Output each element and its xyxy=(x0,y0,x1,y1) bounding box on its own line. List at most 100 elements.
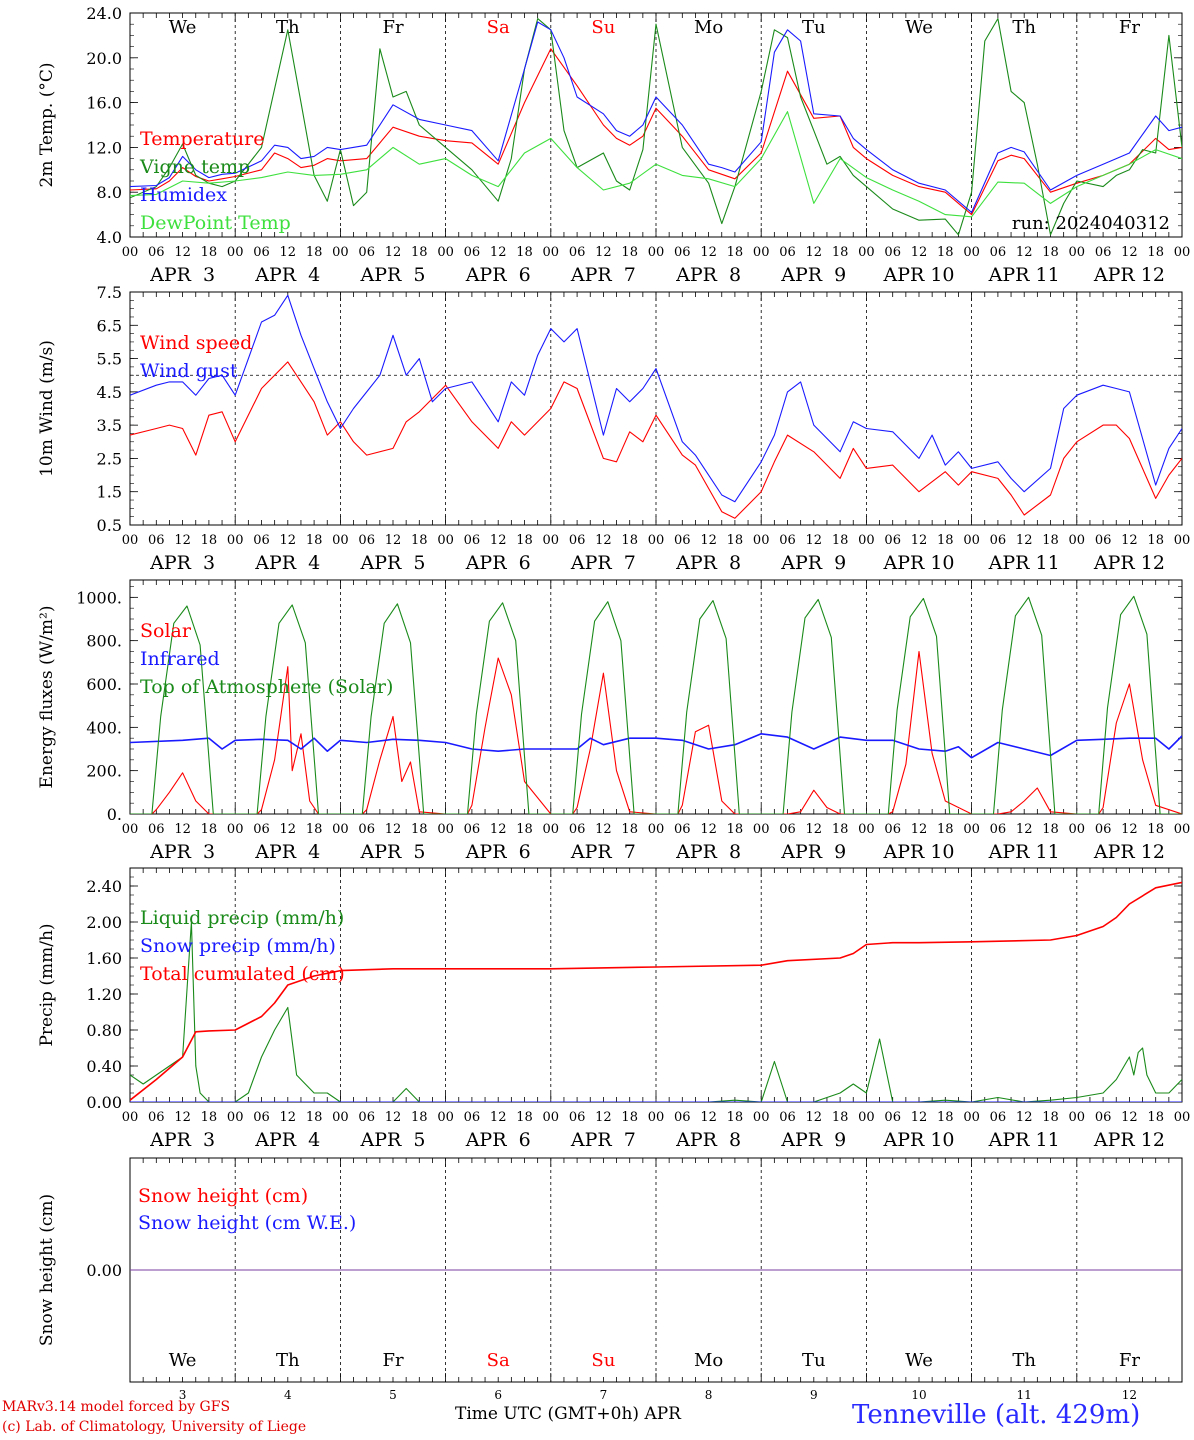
hour-tick-label: 06 xyxy=(358,822,375,837)
series-group xyxy=(130,294,1182,519)
hour-tick-label: 18 xyxy=(516,1110,533,1125)
hour-tick-label: 06 xyxy=(358,533,375,548)
hour-tick-label: 06 xyxy=(990,1110,1007,1125)
hour-tick-label: 18 xyxy=(1147,245,1164,260)
hour-tick-label: 18 xyxy=(411,533,428,548)
y-axis-label: 10m Wind (m/s) xyxy=(37,340,57,477)
hour-tick-label: 18 xyxy=(832,1110,849,1125)
hour-tick-label: 18 xyxy=(201,533,218,548)
hour-tick-label: 06 xyxy=(569,533,586,548)
hour-tick-label: 12 xyxy=(911,1110,928,1125)
day-label: APR 4 xyxy=(254,1129,320,1151)
hour-tick-label: 06 xyxy=(990,245,1007,260)
hour-tick-label: 06 xyxy=(884,822,901,837)
y-tick-label: 2.40 xyxy=(86,877,122,896)
day-label: APR 7 xyxy=(570,264,636,286)
legend-entry: Wind speed xyxy=(140,332,252,354)
hour-tick-label: 18 xyxy=(937,245,954,260)
hour-tick-label: 12 xyxy=(490,533,507,548)
hour-tick-label: 12 xyxy=(700,1110,717,1125)
y-tick-label: 24.0 xyxy=(86,4,122,23)
hour-tick-label: 18 xyxy=(1147,533,1164,548)
hour-tick-label: 00 xyxy=(963,822,980,837)
day-label: APR 11 xyxy=(988,841,1060,863)
hour-tick-label: 00 xyxy=(227,533,244,548)
weekday-label: Sa xyxy=(487,1350,510,1371)
day-label: APR 3 xyxy=(149,264,215,286)
hour-tick-label: 06 xyxy=(569,822,586,837)
hour-tick-label: 00 xyxy=(122,822,139,837)
hour-tick-label: 18 xyxy=(832,533,849,548)
weekday-label: Su xyxy=(591,17,615,38)
y-tick-label: 800. xyxy=(86,632,122,651)
hour-tick-label: 12 xyxy=(1121,822,1138,837)
hour-tick-label: 18 xyxy=(1147,822,1164,837)
day-label: APR 9 xyxy=(780,264,846,286)
hour-tick-label: 00 xyxy=(227,1110,244,1125)
hour-tick-label: 12 xyxy=(595,822,612,837)
hour-tick-label: 06 xyxy=(990,533,1007,548)
hour-tick-label: 06 xyxy=(884,245,901,260)
hour-tick-label: 18 xyxy=(1042,245,1059,260)
hour-tick-label: 06 xyxy=(148,245,165,260)
day-label: APR 3 xyxy=(149,1129,215,1151)
weekday-label: Th xyxy=(276,1350,300,1371)
series-group xyxy=(130,881,1182,1102)
hour-tick-label: 00 xyxy=(543,245,560,260)
hour-tick-label: 00 xyxy=(437,822,454,837)
day-number-label: 10 xyxy=(911,1388,926,1402)
legend-entry: Infrared xyxy=(140,648,220,670)
hour-tick-label: 06 xyxy=(779,245,796,260)
y-tick-label: 0.5 xyxy=(97,516,122,535)
hour-tick-label: 00 xyxy=(753,822,770,837)
series-line-liquid-precip-mm-h- xyxy=(130,921,1182,1102)
day-label: APR 12 xyxy=(1093,264,1165,286)
hour-tick-label: 12 xyxy=(911,533,928,548)
day-label: APR 8 xyxy=(675,552,741,574)
hour-tick-label: 00 xyxy=(1069,822,1086,837)
hour-tick-label: 06 xyxy=(1095,1110,1112,1125)
day-label: APR 4 xyxy=(254,264,320,286)
y-tick-label: 0.80 xyxy=(86,1021,122,1040)
hour-tick-label: 00 xyxy=(332,822,349,837)
panel-temperature: 4.0 8.0 12.0 16.0 20.0 24.0 2m Temp. (°C) Tempe… xyxy=(37,4,1190,286)
day-label: APR 3 xyxy=(149,841,215,863)
series-line-humidex xyxy=(130,21,1182,213)
day-label: APR 5 xyxy=(360,264,426,286)
y-tick-label: 3.5 xyxy=(97,416,122,435)
hour-tick-label: 12 xyxy=(1121,1110,1138,1125)
y-tick-label: 8.0 xyxy=(97,183,122,202)
hour-tick-label: 18 xyxy=(201,245,218,260)
hour-tick-label: 00 xyxy=(648,245,665,260)
panel-energy: 0. 200. 400. 600. 800. 1000. Energy fluxes (W/… xyxy=(37,579,1190,863)
hour-tick-label: 00 xyxy=(858,1110,875,1125)
station-name: Tenneville (alt. 429m) xyxy=(852,1400,1141,1430)
legend-entry: DewPoint Temp xyxy=(140,212,291,234)
y-tick-label: 200. xyxy=(86,762,122,781)
y-tick-label: 16.0 xyxy=(86,94,122,113)
hour-tick-label: 12 xyxy=(1121,245,1138,260)
hour-tick-label: 12 xyxy=(490,245,507,260)
weekday-label: Th xyxy=(1012,1350,1036,1371)
weekday-label: Mo xyxy=(694,17,723,38)
hour-tick-label: 00 xyxy=(858,822,875,837)
legend-entry: Humidex xyxy=(140,184,227,206)
hour-tick-label: 18 xyxy=(621,1110,638,1125)
day-number-label: 7 xyxy=(600,1388,608,1402)
weekday-label: Su xyxy=(591,1350,615,1371)
hour-tick-label: 18 xyxy=(727,245,744,260)
series-line-top-of-atmosphere-solar- xyxy=(130,595,1182,814)
hour-tick-label: 12 xyxy=(911,822,928,837)
hour-tick-label: 12 xyxy=(1016,245,1033,260)
weekday-label: Fr xyxy=(382,1350,403,1371)
y-tick-label: 400. xyxy=(86,718,122,737)
hour-tick-label: 06 xyxy=(253,822,270,837)
hour-tick-label: 06 xyxy=(358,245,375,260)
hour-tick-label: 00 xyxy=(437,533,454,548)
day-number-label: 4 xyxy=(284,1388,292,1402)
hour-tick-label: 06 xyxy=(148,533,165,548)
day-label: APR 6 xyxy=(465,841,531,863)
day-label: APR 11 xyxy=(988,264,1060,286)
hour-tick-label: 00 xyxy=(227,245,244,260)
panel-snow: 0.00 Snow height (cm) Snow height (cm) Snow… xyxy=(37,1157,1183,1402)
